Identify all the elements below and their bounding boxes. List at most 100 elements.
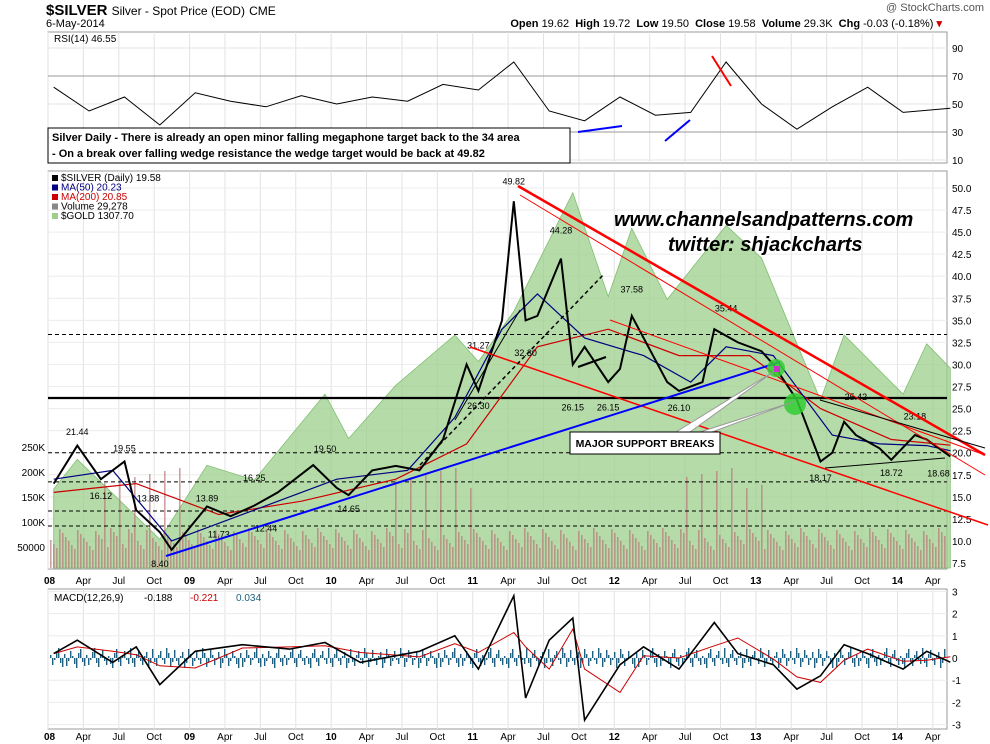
price-data-label: 26.15	[597, 402, 620, 412]
macd-histogram-bar	[222, 658, 224, 663]
macd-histogram-bar	[728, 658, 730, 667]
macd-histogram-bar	[260, 658, 262, 667]
volume-bar	[452, 547, 454, 568]
macd-histogram-bar	[406, 658, 408, 662]
macd-histogram-bar	[56, 652, 58, 658]
macd-histogram-bar	[394, 651, 396, 658]
macd-histogram-bar	[420, 658, 422, 663]
macd-histogram-bar	[734, 658, 736, 661]
price-x-tick-label: Apr	[783, 576, 799, 587]
volume-bar	[368, 550, 370, 568]
macd-legend-entry: -0.221	[190, 593, 219, 604]
macd-x-tick-label: Jul	[537, 732, 550, 743]
macd-histogram-bar	[448, 658, 450, 665]
volume-bar	[875, 536, 877, 568]
macd-x-tick-label: 10	[326, 732, 338, 743]
volume-bar	[143, 549, 145, 568]
macd-histogram-bar	[532, 654, 534, 658]
macd-histogram-bar	[294, 658, 296, 663]
macd-histogram-bar	[820, 654, 822, 658]
price-data-label: 19.55	[113, 444, 136, 454]
volume-bar	[281, 549, 283, 568]
volume-bar	[503, 546, 505, 568]
price-x-tick-label: 12	[609, 576, 621, 587]
price-y-tick-label: 50.0	[952, 184, 972, 195]
macd-histogram-bar	[170, 658, 172, 667]
volume-bar	[314, 547, 316, 568]
macd-histogram-bar	[744, 658, 746, 663]
volume-bar	[407, 533, 409, 568]
macd-histogram-bar	[388, 654, 390, 658]
macd-histogram-bar	[566, 658, 568, 667]
volume-bar	[884, 548, 886, 568]
macd-histogram-bar	[344, 652, 346, 658]
price-x-tick-label: Jul	[679, 576, 692, 587]
volume-bar	[806, 536, 808, 568]
macd-histogram-bar	[486, 658, 488, 660]
volume-bar	[311, 543, 313, 568]
volume-bar	[98, 535, 100, 568]
macd-histogram-bar	[876, 658, 878, 666]
macd-histogram-bar	[608, 655, 610, 658]
macd-histogram-bar	[452, 652, 454, 658]
macd-histogram-bar	[360, 658, 362, 660]
volume-bar	[899, 545, 901, 568]
macd-histogram-bar	[582, 658, 584, 663]
volume-bar	[434, 546, 436, 568]
volume-bar	[779, 546, 781, 568]
gold-area	[53, 191, 951, 569]
macd-histogram-bar	[890, 658, 892, 667]
macd-histogram-bar	[378, 656, 380, 658]
volume-bar	[752, 533, 754, 568]
macd-histogram-bar	[746, 649, 748, 658]
macd-histogram-bar	[458, 658, 460, 667]
volume-y-tick-label: 150K	[22, 493, 46, 504]
volume-bar	[902, 549, 904, 568]
macd-histogram-bar	[320, 655, 322, 658]
macd-histogram-bar	[918, 658, 920, 660]
symbol-text: $SILVER	[46, 2, 108, 19]
volume-bar	[545, 533, 547, 568]
macd-histogram-bar	[404, 658, 406, 667]
volume-bar	[869, 528, 871, 568]
macd-histogram-bar	[468, 656, 470, 658]
macd-x-tick-label: Apr	[359, 732, 375, 743]
macd-histogram-bar	[690, 658, 692, 663]
volume-bar	[365, 546, 367, 568]
macd-histogram-bar	[720, 658, 722, 660]
macd-histogram-bar	[128, 658, 130, 664]
price-legend-entry: $SILVER (Daily) 19.58	[61, 173, 161, 184]
price-x-tick-label: 14	[892, 576, 904, 587]
volume-bar	[302, 531, 304, 568]
volume-y-tick-label: 100K	[22, 518, 46, 529]
volume-bar	[896, 541, 898, 568]
high-value: 19.72	[602, 18, 631, 30]
price-data-label: 26.30	[467, 401, 490, 411]
volume-bar	[635, 538, 637, 568]
volume-bar	[125, 548, 127, 568]
price-x-tick-label: Jul	[820, 576, 833, 587]
price-x-tick-label: Jul	[396, 576, 409, 587]
macd-histogram-bar	[550, 658, 552, 662]
price-y-tick-label: 32.5	[952, 338, 972, 349]
macd-histogram-bar	[766, 658, 768, 662]
macd-histogram-bar	[732, 650, 734, 658]
macd-histogram-bar	[186, 658, 188, 663]
macd-histogram-bar	[208, 658, 210, 662]
macd-histogram-bar	[882, 658, 884, 660]
volume-bar	[476, 533, 478, 568]
flag-line	[577, 356, 607, 368]
volume-bar	[416, 545, 418, 568]
price-x-tick-label: Apr	[925, 576, 941, 587]
macd-histogram-bar	[150, 658, 152, 663]
macd-histogram-bar	[68, 658, 70, 661]
macd-legend-entry: 0.034	[236, 593, 261, 604]
macd-x-tick-label: Apr	[76, 732, 92, 743]
macd-histogram-bar	[594, 658, 596, 660]
price-y-tick-label: 45.0	[952, 228, 972, 239]
volume-bar	[287, 534, 289, 568]
volume-bar	[566, 538, 568, 568]
macd-histogram-bar	[928, 654, 930, 658]
macd-histogram-bar	[74, 658, 76, 664]
macd-histogram-bar	[900, 656, 902, 658]
